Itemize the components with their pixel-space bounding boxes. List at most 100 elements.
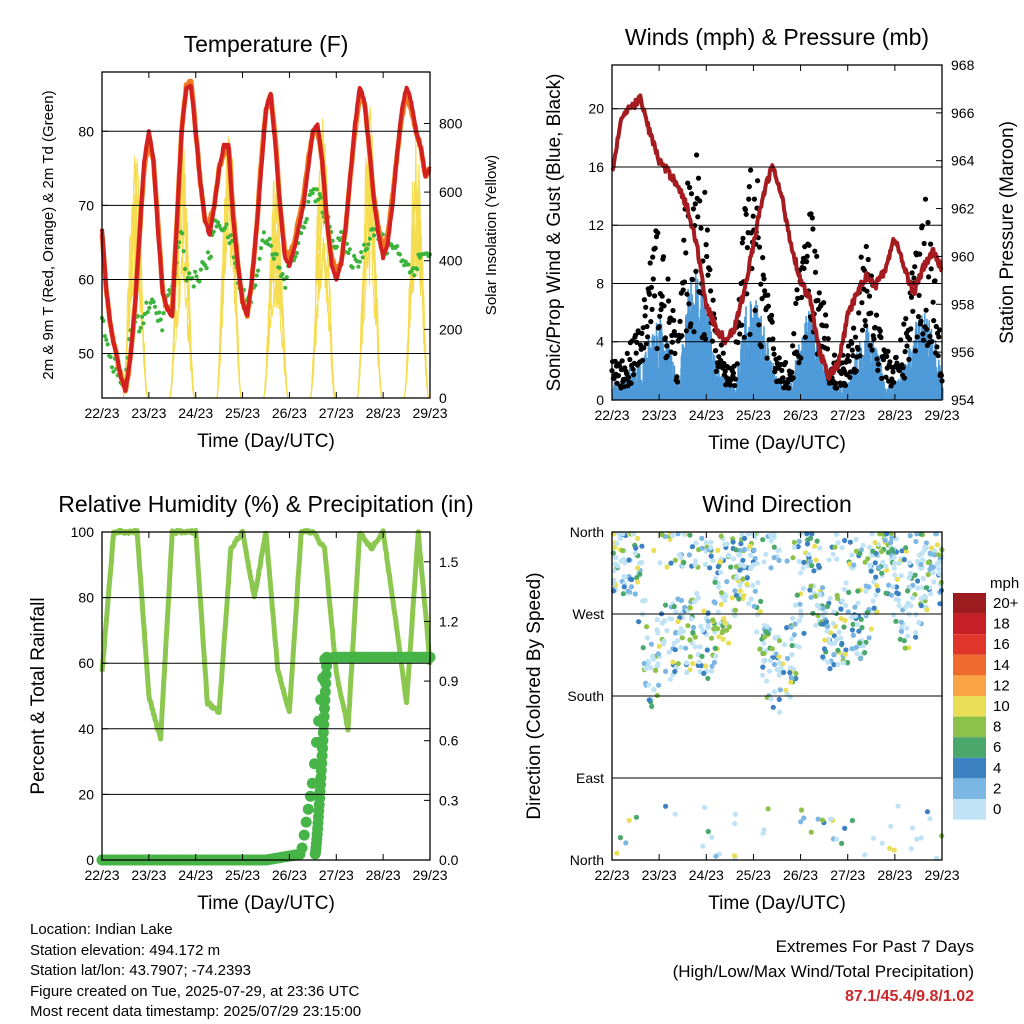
dewpoint-point xyxy=(280,272,285,277)
y-tick-label: 20 xyxy=(78,786,94,802)
gust-point xyxy=(804,259,810,265)
direction-point xyxy=(801,559,807,566)
direction-point xyxy=(789,652,795,658)
gust-point xyxy=(833,385,840,391)
direction-point xyxy=(824,603,831,610)
gust-point xyxy=(891,379,897,385)
gust-point xyxy=(873,312,880,318)
direction-point xyxy=(852,604,858,610)
figure-created: Figure created on Tue, 2025-07-29, at 23… xyxy=(30,982,360,1000)
direction-point xyxy=(649,703,655,710)
direction-point xyxy=(767,668,773,674)
dewpoint-point xyxy=(160,328,165,333)
direction-point xyxy=(908,846,914,852)
direction-point xyxy=(715,547,721,553)
x-tick-label: 25/23 xyxy=(225,867,260,883)
direction-point xyxy=(813,557,819,563)
gust-point xyxy=(812,269,819,275)
direction-point xyxy=(677,630,683,636)
direction-point xyxy=(833,531,840,538)
direction-point xyxy=(685,623,691,629)
direction-point xyxy=(634,575,640,581)
direction-point xyxy=(703,539,709,546)
direction-point xyxy=(892,572,898,578)
direction-point xyxy=(776,696,782,703)
gust-point xyxy=(863,243,869,250)
dewpoint-point xyxy=(268,243,274,248)
direction-point xyxy=(824,628,830,634)
gust-point xyxy=(855,346,861,352)
direction-point xyxy=(614,540,620,547)
direction-point xyxy=(902,645,908,651)
direction-point xyxy=(873,574,879,580)
direction-point xyxy=(620,548,626,554)
sonic-wind-bar xyxy=(668,342,670,400)
gust-point xyxy=(922,196,929,202)
gust-point xyxy=(859,300,865,306)
sonic-wind-bar xyxy=(942,387,944,400)
rain-point xyxy=(302,803,314,815)
direction-point xyxy=(644,624,650,630)
gust-point xyxy=(804,253,810,259)
gust-point xyxy=(790,375,796,381)
y2-tick-label: 0.3 xyxy=(439,792,459,808)
gust-point xyxy=(693,268,699,274)
dewpoint-point xyxy=(367,236,372,241)
gust-point xyxy=(647,260,653,266)
gust-point xyxy=(734,361,740,367)
direction-point xyxy=(891,565,897,571)
direction-point xyxy=(801,630,807,636)
gust-point xyxy=(928,241,934,247)
dewpoint-point xyxy=(228,233,233,238)
direction-point xyxy=(850,621,856,627)
gust-point xyxy=(883,374,889,380)
x-tick-label: 26/23 xyxy=(783,407,818,423)
y-tick-label: 4 xyxy=(596,334,604,350)
direction-point xyxy=(847,539,853,545)
gust-point xyxy=(664,343,670,349)
direction-point xyxy=(709,834,715,841)
dewpoint-point xyxy=(147,305,152,310)
gust-point xyxy=(864,288,870,294)
direction-point xyxy=(670,532,676,539)
direction-point xyxy=(784,625,790,631)
direction-point xyxy=(854,621,860,627)
direction-point xyxy=(622,574,628,580)
direction-point xyxy=(718,601,724,608)
x-axis-label: Time (Day/UTC) xyxy=(197,431,335,452)
gust-point xyxy=(652,245,658,251)
legend-swatch xyxy=(953,778,986,799)
dewpoint-point xyxy=(191,284,196,289)
direction-point xyxy=(791,632,798,638)
direction-point xyxy=(789,636,795,642)
direction-point xyxy=(891,612,897,618)
speed-color-legend: mph 20+ 18 16 14 12 10 8 6 4 2 0 xyxy=(953,575,1019,820)
dewpoint-point xyxy=(357,259,362,264)
direction-point xyxy=(770,704,776,710)
direction-point xyxy=(701,670,707,677)
direction-point xyxy=(744,575,750,581)
direction-point xyxy=(815,562,822,568)
y2-tick-label: 960 xyxy=(951,248,975,264)
dewpoint-point xyxy=(314,187,319,192)
sonic-wind-bar xyxy=(818,363,821,400)
dewpoint-point xyxy=(161,311,166,316)
direction-point xyxy=(927,816,933,822)
rain-point xyxy=(304,790,316,802)
x-tick-label: 27/23 xyxy=(830,867,865,883)
gust-point xyxy=(884,353,890,359)
gust-point xyxy=(901,375,908,381)
direction-point xyxy=(809,563,815,569)
dewpoint-point xyxy=(194,274,199,279)
direction-point xyxy=(807,535,814,541)
direction-point xyxy=(755,580,761,586)
direction-point xyxy=(839,840,845,847)
y2-tick-label: 800 xyxy=(439,115,463,131)
direction-point xyxy=(710,617,716,623)
gust-point xyxy=(890,369,896,375)
direction-point xyxy=(690,660,696,667)
direction-point xyxy=(899,548,905,554)
direction-point xyxy=(692,562,698,568)
y-axis-label: Direction (Colored By Speed) xyxy=(524,572,545,819)
direction-point xyxy=(712,624,718,631)
